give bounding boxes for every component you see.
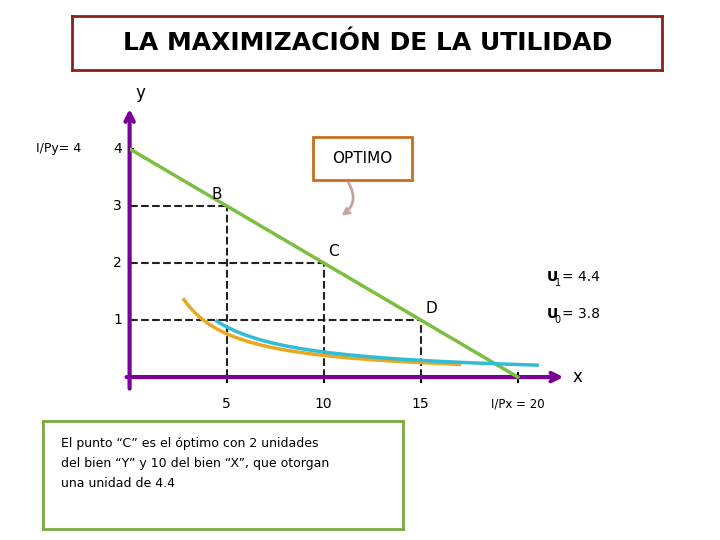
Text: OPTIMO: OPTIMO [333,151,392,166]
FancyBboxPatch shape [313,138,412,180]
Text: U: U [547,270,558,284]
Text: 5: 5 [222,397,231,411]
Text: 0: 0 [554,315,561,325]
Text: x: x [572,368,582,386]
Text: = 3.8: = 3.8 [562,307,600,321]
Text: D: D [426,301,437,316]
Text: 4: 4 [113,142,122,156]
Text: C: C [328,244,339,259]
Text: 1: 1 [554,278,561,288]
Text: 3: 3 [113,199,122,213]
Text: I/Px = 20: I/Px = 20 [491,397,544,410]
Text: B: B [211,187,222,202]
Text: 1: 1 [113,313,122,327]
Text: 15: 15 [412,397,430,411]
Text: El punto “C” es el óptimo con 2 unidades
del bien “Y” y 10 del bien “X”, que oto: El punto “C” es el óptimo con 2 unidades… [61,437,330,490]
Text: LA MAXIMIZACIÓN DE LA UTILIDAD: LA MAXIMIZACIÓN DE LA UTILIDAD [122,31,612,55]
Text: = 4.4: = 4.4 [562,270,600,284]
Text: 2: 2 [113,256,122,270]
Text: 10: 10 [315,397,333,411]
Text: y: y [135,84,145,102]
Text: U: U [547,307,558,321]
Text: I/Py= 4: I/Py= 4 [36,143,81,156]
